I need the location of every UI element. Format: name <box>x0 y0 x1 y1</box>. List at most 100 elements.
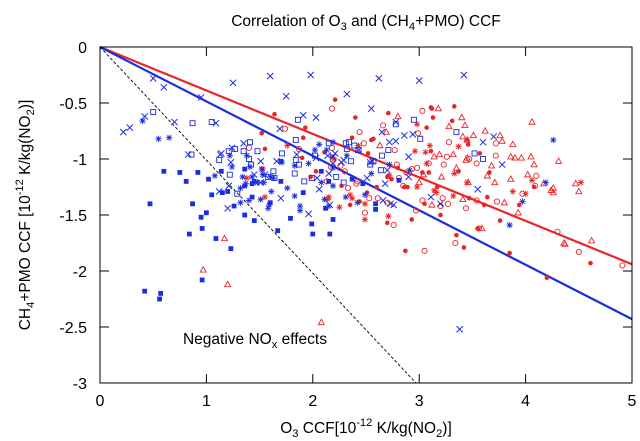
marker-star <box>239 173 246 181</box>
text-part: effects <box>277 331 327 348</box>
text-part: K/kg(NO <box>17 115 34 179</box>
negative-nox-boundary-line <box>99 46 417 384</box>
marker-open-circle <box>341 168 348 175</box>
text-part: +PMO CCF [10 <box>17 195 34 302</box>
marker-star <box>278 159 286 166</box>
marker-open-square <box>292 157 299 164</box>
marker-open-circle <box>421 247 428 254</box>
marker-filled-square <box>219 190 225 195</box>
marker-open-triangle <box>506 175 515 182</box>
marker-open-square <box>247 139 253 146</box>
marker-open-square <box>471 150 478 157</box>
marker-open-circle <box>533 172 540 179</box>
marker-star <box>361 200 369 207</box>
marker-open-triangle <box>481 126 489 134</box>
marker-open-triangle <box>469 131 478 139</box>
text-part: and (CH <box>347 13 409 30</box>
text-part: 3 <box>341 21 347 33</box>
marker-star <box>522 190 529 197</box>
marker-cross <box>400 132 408 139</box>
marker-open-circle <box>245 144 253 151</box>
text-part: CH <box>17 308 34 330</box>
marker-cross <box>282 92 290 100</box>
marker-filled-circle <box>481 202 487 208</box>
marker-star <box>305 160 312 167</box>
marker-filled-circle <box>497 218 503 223</box>
marker-open-circle <box>408 166 415 173</box>
marker-open-circle <box>466 155 473 163</box>
marker-cross <box>325 170 333 178</box>
marker-open-circle <box>295 145 303 152</box>
marker-star <box>509 188 516 195</box>
marker-filled-circle <box>588 260 593 266</box>
marker-cross <box>217 149 225 157</box>
marker-cross <box>307 71 315 79</box>
marker-star <box>577 179 585 186</box>
text-part: +PMO) CCF <box>415 13 501 30</box>
marker-filled-square <box>204 210 209 216</box>
marker-star <box>268 188 275 195</box>
marker-filled-circle <box>374 184 379 190</box>
marker-star <box>325 193 332 201</box>
marker-open-square <box>216 157 223 164</box>
marker-cross <box>160 83 168 91</box>
marker-filled-circle <box>409 217 415 222</box>
marker-star <box>361 216 369 223</box>
marker-filled-square <box>186 231 192 237</box>
marker-star <box>463 179 471 186</box>
marker-star <box>226 152 233 159</box>
marker-cross <box>343 90 351 98</box>
marker-star <box>266 201 273 209</box>
marker-filled-square <box>327 231 333 237</box>
marker-filled-square <box>157 296 162 302</box>
marker-cross <box>340 156 348 164</box>
marker-star <box>506 221 513 229</box>
marker-filled-circle <box>259 130 265 136</box>
marker-filled-square <box>275 228 281 234</box>
marker-open-circle <box>473 160 480 167</box>
marker-filled-square <box>147 201 153 207</box>
marker-open-triangle <box>509 140 517 148</box>
x-tick-label: 1 <box>202 393 211 410</box>
marker-cross <box>257 179 265 186</box>
marker-filled-circle <box>395 165 401 171</box>
marker-cross <box>427 193 435 201</box>
marker-open-triangle <box>434 104 443 112</box>
marker-star <box>323 146 330 154</box>
y-tick-label: -3 <box>73 376 87 393</box>
x-tick-labels: 0 1 2 3 4 5 <box>96 393 637 410</box>
marker-star <box>318 179 325 186</box>
marker-open-square <box>188 151 195 158</box>
marker-filled-circle <box>461 245 467 250</box>
marker-filled-square <box>177 170 183 175</box>
marker-filled-circle <box>544 275 550 281</box>
marker-cross <box>385 138 393 146</box>
y-tick-label: -1 <box>73 152 87 169</box>
plot-frame <box>99 46 633 384</box>
marker-filled-square <box>242 212 248 218</box>
marker-cross <box>149 74 157 82</box>
marker-star <box>542 179 549 186</box>
marker-cross <box>240 139 248 147</box>
marker-cross <box>479 138 487 146</box>
marker-filled-square <box>242 183 248 189</box>
text-part: Negative NO <box>183 331 272 348</box>
marker-filled-square <box>373 207 378 212</box>
marker-filled-square <box>326 179 332 184</box>
marker-star <box>342 193 349 201</box>
marker-open-square <box>225 148 232 155</box>
marker-open-circle <box>393 161 400 168</box>
marker-cross <box>324 152 332 160</box>
marker-open-triangle <box>199 265 207 273</box>
marker-open-circle <box>361 209 368 216</box>
marker-filled-square <box>309 221 315 227</box>
marker-star <box>385 213 392 220</box>
marker-filled-square <box>288 215 293 221</box>
marker-filled-square <box>249 181 255 187</box>
marker-open-triangle <box>554 157 563 164</box>
marker-open-square <box>343 145 350 152</box>
fit-lines <box>99 45 633 384</box>
marker-star <box>228 163 236 170</box>
marker-open-circle <box>443 153 450 160</box>
